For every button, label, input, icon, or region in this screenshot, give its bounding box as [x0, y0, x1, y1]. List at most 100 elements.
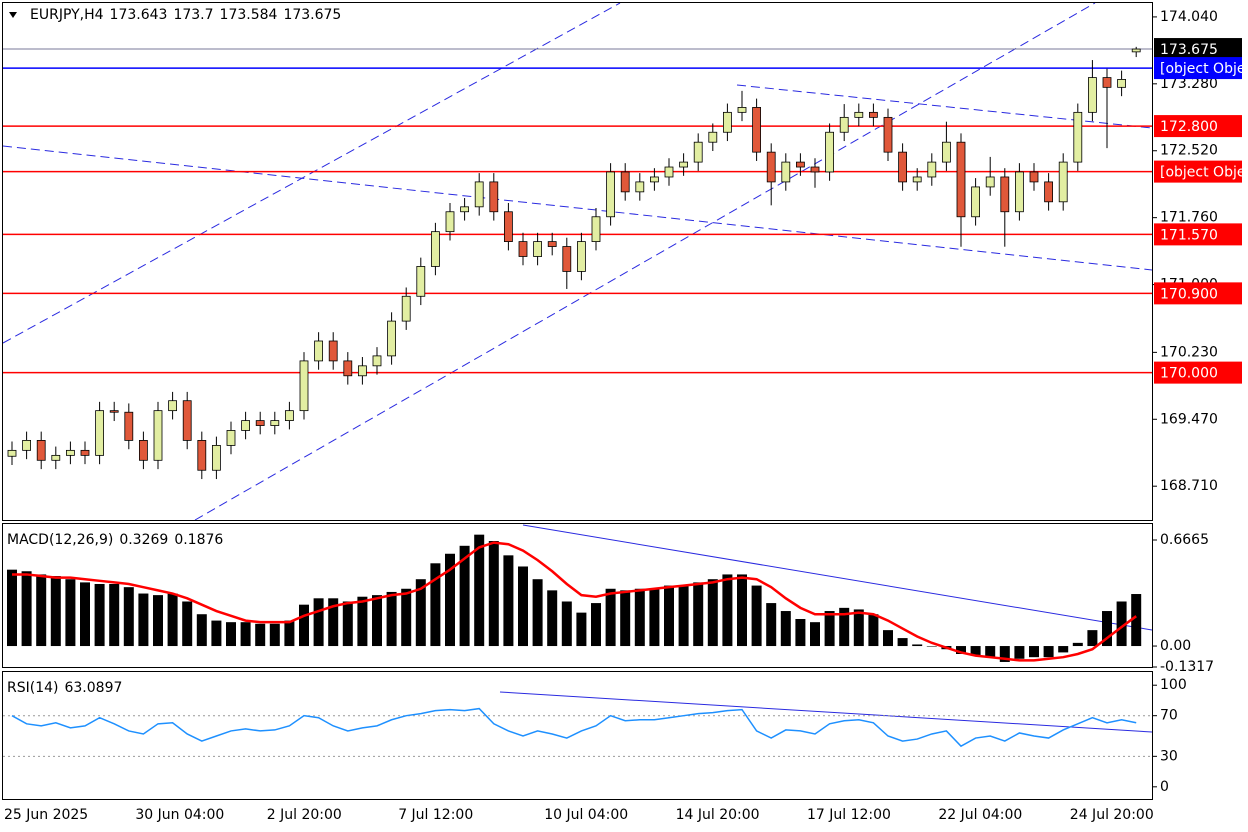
- candle-body: [197, 440, 207, 471]
- panel-border: [2, 2, 1153, 521]
- x-tick-label: 10 Jul 04:00: [544, 807, 628, 823]
- macd-bar: [1058, 646, 1069, 653]
- signal-value: 0.1876: [174, 532, 224, 548]
- price-tag-label: [object Object]: [1160, 61, 1248, 77]
- price-tag: [1154, 57, 1242, 80]
- y-tick-label: 0.00: [1160, 638, 1191, 654]
- macd-bar: [693, 582, 704, 647]
- macd-bar: [926, 646, 937, 647]
- rsi-name: RSI(14): [7, 680, 59, 696]
- macd-bar: [415, 579, 426, 647]
- y-tick-label: 172.520: [1160, 143, 1218, 159]
- macd-bar: [372, 595, 382, 647]
- macd-bar: [269, 623, 280, 647]
- price-tag-label: 170.900: [1160, 286, 1218, 302]
- x-tick-label: 17 Jul 12:00: [807, 807, 891, 823]
- chart-header: EURJPY,H4 173.643 173.7 173.584 173.675: [30, 7, 342, 23]
- candle-body: [679, 161, 688, 168]
- macd-bar: [678, 585, 689, 647]
- candle-body: [869, 111, 878, 118]
- y-tick-label: -0.1317: [1160, 659, 1214, 675]
- macd-plot: [7, 524, 1152, 662]
- candle-body: [606, 171, 615, 218]
- macd-bar: [109, 583, 120, 647]
- candle-body: [737, 107, 747, 113]
- candle-body: [241, 420, 251, 431]
- macd-bar: [1116, 601, 1127, 647]
- price-tag: [1154, 361, 1242, 384]
- macd-bar: [1014, 646, 1025, 659]
- collapse-icon: [9, 12, 17, 18]
- axes: 174.040173.280172.520171.760171.000170.2…: [4, 9, 1218, 823]
- macd-bar: [153, 595, 163, 647]
- candle-body: [912, 176, 922, 183]
- symbol: EURJPY,H4: [30, 7, 104, 23]
- candle-body: [182, 400, 192, 441]
- macd-bar: [591, 603, 601, 647]
- y-tick-label: 170.230: [1160, 344, 1218, 360]
- macd-bar: [401, 588, 412, 647]
- macd-bar: [620, 590, 631, 647]
- candle-body: [883, 116, 893, 153]
- macd-bar: [1102, 611, 1112, 647]
- candle-body: [664, 166, 674, 178]
- macd-bar: [488, 541, 499, 647]
- macd-bar: [664, 585, 674, 647]
- candle-body: [620, 171, 630, 193]
- y-tick-label: 30: [1160, 748, 1178, 764]
- candle-body: [474, 181, 484, 208]
- candle-body: [796, 161, 805, 168]
- candle-body: [927, 161, 937, 178]
- candle-body: [708, 131, 718, 143]
- candle-body: [1131, 48, 1141, 53]
- candle-body: [168, 400, 178, 412]
- candle-body: [211, 445, 221, 471]
- macd-bar: [94, 583, 105, 647]
- macd-bar: [605, 588, 616, 647]
- macd-bar: [21, 571, 32, 647]
- candle-body: [95, 410, 104, 456]
- candle-body: [387, 320, 397, 357]
- candle-body: [518, 241, 528, 257]
- candle-body: [299, 360, 309, 412]
- candle-body: [226, 430, 236, 446]
- macd-bar: [313, 598, 324, 647]
- macd-bar: [1029, 646, 1039, 658]
- macd-bar: [576, 612, 587, 647]
- price-tag: [1154, 223, 1242, 246]
- candle-body: [36, 440, 46, 461]
- macd-bar: [123, 587, 134, 647]
- candle-body: [985, 176, 995, 188]
- macd-bar: [956, 646, 966, 654]
- y-tick-label: 0.6665: [1160, 532, 1209, 548]
- rsi-value: 63.0897: [64, 680, 123, 696]
- rsi-line: [11, 707, 1137, 748]
- macd-bar: [299, 604, 309, 647]
- macd-bar: [474, 534, 485, 647]
- candle-body: [810, 166, 820, 173]
- candle-body: [547, 241, 557, 247]
- candle-body: [723, 111, 732, 133]
- macd-bar: [459, 545, 470, 647]
- macd-bar: [985, 646, 996, 658]
- candle-body: [533, 241, 542, 257]
- candle-body: [255, 420, 265, 426]
- macd-bar: [518, 566, 528, 647]
- macd-bar: [868, 614, 879, 647]
- candle-body: [430, 231, 440, 267]
- rsi-header: RSI(14) 63.0897: [7, 680, 123, 696]
- macd-bar: [182, 601, 193, 647]
- candle-body: [781, 161, 791, 183]
- macd-bar: [1131, 594, 1142, 647]
- candle-body: [503, 211, 513, 243]
- candle-body: [1000, 176, 1010, 213]
- candle-body: [854, 111, 864, 118]
- macd-bar: [853, 609, 864, 647]
- x-tick-label: 2 Jul 20:00: [267, 807, 342, 823]
- price-tags: 173.675 [object Object] 172.800 [object Obj…: [1154, 38, 1248, 384]
- price-tag-label: 170.000: [1160, 366, 1218, 382]
- panel-borders: [2, 2, 1153, 800]
- candle-body: [372, 355, 382, 367]
- x-tick-label: 22 Jul 04:00: [938, 807, 1022, 823]
